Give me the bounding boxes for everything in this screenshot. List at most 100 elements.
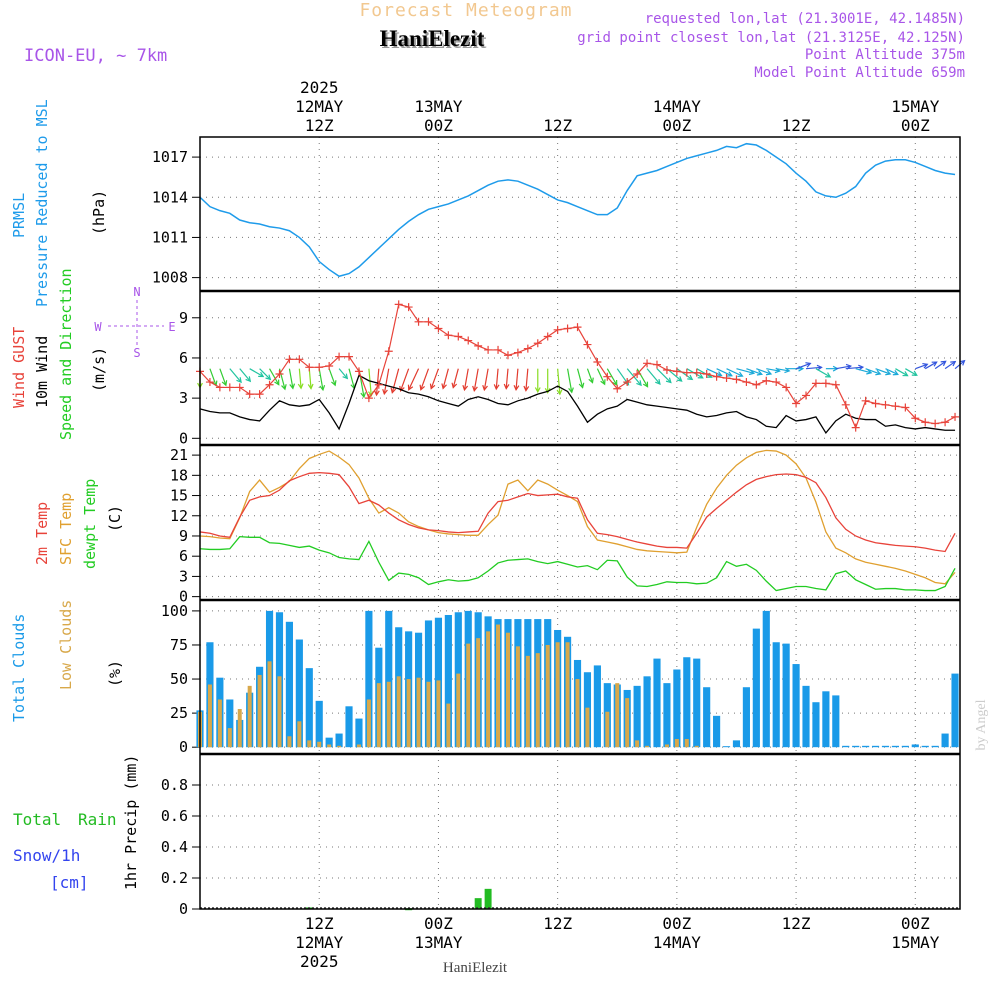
wind-arrow [875, 368, 892, 376]
wind-arrow-head [816, 364, 823, 371]
wind-arrow-shaft [452, 368, 459, 388]
bottom-time-label: 13MAY [414, 933, 463, 952]
ytick-label-temp: 15 [170, 487, 188, 505]
panel-precip: 0.8 0.6 0.4 0.2 0 [161, 754, 960, 918]
dew-label: dewpt Temp [81, 479, 99, 569]
gust-marker [325, 361, 334, 370]
wind-arrow-head [429, 383, 436, 390]
wind-arrow-shaft [525, 368, 529, 391]
gust-marker [335, 352, 344, 361]
gust-marker [672, 367, 681, 376]
station-title: HaniElezit [380, 26, 485, 51]
total-cloud-bar [772, 642, 780, 748]
low-cloud-bar [416, 677, 421, 748]
total-cloud-bar [355, 718, 363, 748]
gust-marker [633, 370, 642, 379]
panel-wind: 9 6 3 0 [179, 291, 960, 447]
top-time-label: 13MAY [414, 97, 463, 116]
gust-marker [454, 332, 463, 341]
gust-marker [345, 352, 354, 361]
wind-arrow-shaft [420, 368, 430, 390]
ytick-label-clouds: 100 [161, 602, 188, 620]
gust-marker [762, 376, 771, 385]
total-cloud-bar [633, 685, 641, 748]
total-cloud-bar [295, 639, 303, 748]
gust-marker [613, 384, 622, 393]
t2m-label: 2m Temp [33, 502, 51, 565]
low-cloud-bar [446, 703, 451, 748]
wind-arrow-head [858, 364, 865, 371]
wind-arrow-head [513, 384, 520, 392]
low-cloud-bar [635, 740, 640, 748]
wind-arrow-shaft [463, 368, 469, 391]
bottom-time-label: 15MAY [891, 933, 940, 952]
wind-arrow [338, 368, 349, 380]
t2m-line [199, 471, 956, 553]
ytick-label-temp: 12 [170, 507, 188, 525]
low-cloud-bar [585, 707, 590, 748]
low-cloud-bar [674, 739, 679, 748]
gust-marker [772, 378, 781, 387]
wind-arrow [472, 368, 479, 392]
wind-arrow [805, 364, 823, 371]
wind-arrow-head [588, 377, 594, 384]
low-cloud-bar [287, 736, 292, 748]
gust-marker [245, 390, 254, 399]
top-time-label: 00Z [662, 116, 691, 135]
wind-arrow [865, 368, 882, 376]
gust-marker [861, 396, 870, 405]
gust-marker [404, 303, 413, 312]
wind-arrow [556, 368, 563, 396]
low-cloud-bar [237, 709, 242, 748]
wind-arrow [297, 368, 304, 390]
wind-arrow-head [360, 392, 367, 399]
wind-arrow-shaft [606, 368, 618, 386]
gust-marker [553, 325, 562, 334]
top-time-label: 12Z [305, 116, 334, 135]
wind-arrow-head [482, 385, 488, 392]
low-cloud-bar [466, 643, 471, 748]
wind-arrow-shaft [515, 368, 519, 390]
gust-marker [235, 383, 244, 392]
ytick-label-temp: 18 [170, 466, 188, 484]
low-cloud-bar [496, 624, 501, 748]
gust-marker [623, 378, 632, 387]
gust-marker [782, 383, 791, 392]
wind-arrow [706, 368, 723, 377]
bottom-time-label: 14MAY [653, 933, 702, 952]
wind-arrow-head [503, 383, 510, 390]
total-cloud-bar [951, 673, 959, 748]
wind-arrow-shaft [576, 368, 584, 388]
total-cloud-bar [752, 628, 760, 748]
wind-arrow [576, 368, 585, 389]
low-cloud-bar [386, 681, 391, 748]
total-cloud-bar [285, 621, 293, 748]
wind-arrow-shaft [716, 368, 733, 377]
wind-arrow [482, 368, 489, 392]
ytick-label-pressure: 1011 [152, 228, 188, 246]
gust-marker [543, 332, 552, 341]
gust-marker [802, 391, 811, 400]
wind-arrow-shaft [815, 368, 831, 378]
wind-arrow-head [382, 388, 388, 396]
low-cloud-bar [535, 653, 540, 748]
wind-arrow-shaft [318, 368, 324, 391]
prmsl-label: PRMSL [10, 193, 28, 238]
total-cloud-bar [653, 658, 661, 748]
low-cloud-bar [486, 631, 491, 748]
wind-arrow-shaft [383, 368, 390, 394]
gust-marker [752, 380, 761, 389]
dewpt-line [199, 535, 956, 592]
wind-arrow [566, 368, 574, 394]
wind-arrow-shaft [944, 361, 956, 370]
wind-arrow [462, 368, 469, 392]
compass-w: W [94, 320, 102, 334]
total-cloud-bar [732, 740, 741, 748]
wind-arrow-head [959, 359, 966, 366]
gust-marker [851, 423, 860, 432]
gust-marker [394, 300, 403, 309]
wind-arrow [885, 368, 899, 376]
wind-arrow-head [441, 383, 447, 390]
wind-arrow-head [866, 368, 873, 375]
wind-arrow-shaft [483, 368, 489, 391]
